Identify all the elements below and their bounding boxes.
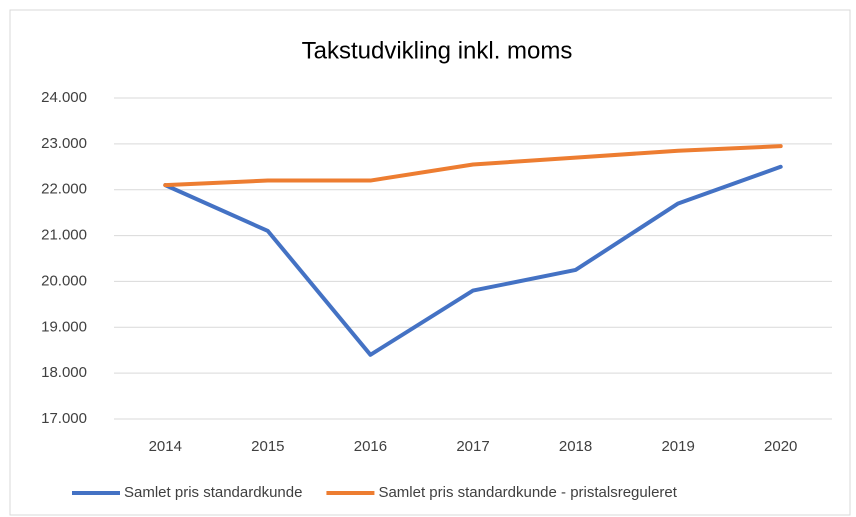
data-line xyxy=(163,164,783,357)
y-tick-label: 20.000 xyxy=(41,272,87,289)
legend-label: Samlet pris standardkunde - pristalsregu… xyxy=(378,484,677,501)
x-tick-label: 2018 xyxy=(559,438,592,455)
x-tick-label: 2015 xyxy=(251,438,284,455)
y-tick-label: 22.000 xyxy=(41,181,87,198)
y-tick-label: 21.000 xyxy=(41,227,87,244)
y-tick-label: 23.000 xyxy=(41,135,87,152)
legend-label: Samlet pris standardkunde xyxy=(124,484,302,501)
y-tick-label: 18.000 xyxy=(41,364,87,381)
y-tick-label: 24.000 xyxy=(41,89,87,106)
x-tick-label: 2017 xyxy=(456,438,489,455)
x-tick-label: 2020 xyxy=(764,438,797,455)
data-line xyxy=(163,144,783,188)
y-tick-label: 17.000 xyxy=(41,410,87,427)
y-tick-label: 19.000 xyxy=(41,318,87,335)
chart-border xyxy=(9,9,851,516)
x-tick-label: 2019 xyxy=(661,438,694,455)
chart-title: Takstudvikling inkl. moms xyxy=(302,37,573,64)
x-tick-label: 2014 xyxy=(149,438,182,455)
x-tick-label: 2016 xyxy=(354,438,387,455)
